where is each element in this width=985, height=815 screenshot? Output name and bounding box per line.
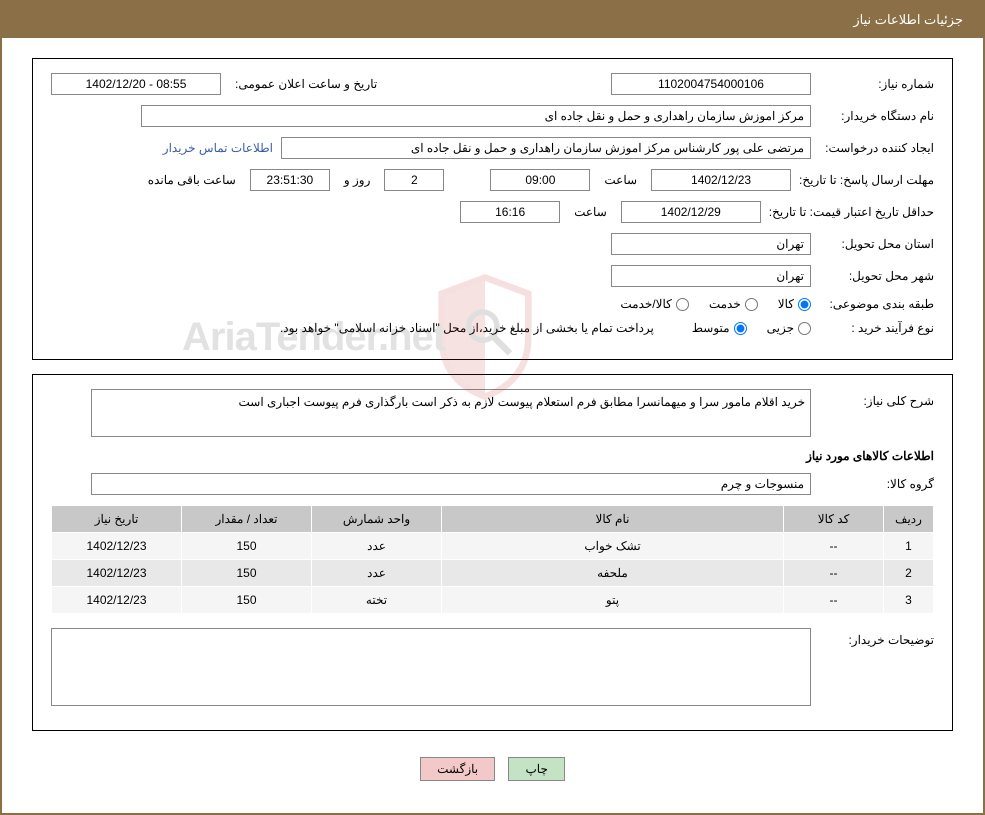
deadline-date-field[interactable] bbox=[651, 169, 791, 191]
validity-label: حداقل تاریخ اعتبار قیمت: تا تاریخ: bbox=[769, 205, 934, 219]
table-cell-qty: 150 bbox=[182, 533, 312, 560]
city-field[interactable] bbox=[611, 265, 811, 287]
subject-service-radio[interactable]: خدمت bbox=[709, 297, 758, 311]
province-field[interactable] bbox=[611, 233, 811, 255]
table-cell-code: -- bbox=[784, 560, 884, 587]
summary-label: شرح کلی نیاز: bbox=[819, 389, 934, 408]
remaining-label: ساعت باقی مانده bbox=[148, 173, 236, 187]
th-row: ردیف bbox=[884, 506, 934, 533]
goods-section: شرح کلی نیاز: اطلاعات کالاهای مورد نیاز … bbox=[32, 374, 953, 731]
subject-goods-input[interactable] bbox=[798, 298, 811, 311]
buyer-desc-field[interactable] bbox=[51, 628, 811, 706]
purchase-note: پرداخت تمام یا بخشی از مبلغ خرید،از محل … bbox=[280, 321, 654, 335]
th-code: کد کالا bbox=[784, 506, 884, 533]
need-number-label: شماره نیاز: bbox=[819, 77, 934, 91]
purchase-partial-label: جزیی bbox=[767, 321, 794, 335]
table-cell-row: 3 bbox=[884, 587, 934, 614]
need-info-section: شماره نیاز: تاریخ و ساعت اعلان عمومی: نا… bbox=[32, 58, 953, 360]
subject-goods-service-input[interactable] bbox=[676, 298, 689, 311]
goods-info-title: اطلاعات کالاهای مورد نیاز bbox=[51, 449, 934, 463]
validity-time-field[interactable] bbox=[460, 201, 560, 223]
table-cell-row: 2 bbox=[884, 560, 934, 587]
table-cell-code: -- bbox=[784, 533, 884, 560]
table-cell-qty: 150 bbox=[182, 560, 312, 587]
time-label-2: ساعت bbox=[574, 205, 607, 219]
table-cell-code: -- bbox=[784, 587, 884, 614]
buyer-org-field[interactable] bbox=[141, 105, 811, 127]
announce-datetime-field[interactable] bbox=[51, 73, 221, 95]
table-cell-unit: عدد bbox=[312, 560, 442, 587]
announce-label: تاریخ و ساعت اعلان عمومی: bbox=[235, 77, 377, 91]
requester-field[interactable] bbox=[281, 137, 811, 159]
remaining-days-field[interactable] bbox=[384, 169, 444, 191]
summary-field[interactable] bbox=[91, 389, 811, 437]
purchase-partial-radio[interactable]: جزیی bbox=[767, 321, 811, 335]
buyer-desc-label: توضیحات خریدار: bbox=[819, 628, 934, 647]
th-unit: واحد شمارش bbox=[312, 506, 442, 533]
table-row: 2--ملحفهعدد1501402/12/23 bbox=[52, 560, 934, 587]
purchase-medium-label: متوسط bbox=[692, 321, 730, 335]
table-cell-name: پتو bbox=[442, 587, 784, 614]
th-qty: تعداد / مقدار bbox=[182, 506, 312, 533]
province-label: استان محل تحویل: bbox=[819, 237, 934, 251]
buyer-contact-link[interactable]: اطلاعات تماس خریدار bbox=[163, 141, 273, 155]
city-label: شهر محل تحویل: bbox=[819, 269, 934, 283]
page-title: جزئیات اطلاعات نیاز bbox=[2, 2, 983, 38]
validity-date-field[interactable] bbox=[621, 201, 761, 223]
deadline-time-field[interactable] bbox=[490, 169, 590, 191]
table-cell-date: 1402/12/23 bbox=[52, 560, 182, 587]
buyer-org-label: نام دستگاه خریدار: bbox=[819, 109, 934, 123]
goods-group-label: گروه کالا: bbox=[819, 477, 934, 491]
table-row: 3--پتوتخته1501402/12/23 bbox=[52, 587, 934, 614]
requester-label: ایجاد کننده درخواست: bbox=[819, 141, 934, 155]
table-cell-unit: عدد bbox=[312, 533, 442, 560]
goods-group-field[interactable] bbox=[91, 473, 811, 495]
table-cell-name: ملحفه bbox=[442, 560, 784, 587]
print-button[interactable]: چاپ bbox=[508, 757, 564, 781]
subject-goods-service-label: کالا/خدمت bbox=[620, 297, 671, 311]
purchase-medium-input[interactable] bbox=[734, 322, 747, 335]
days-label: روز و bbox=[344, 173, 371, 187]
purchase-type-label: نوع فرآیند خرید : bbox=[819, 321, 934, 335]
subject-goods-radio[interactable]: کالا bbox=[778, 297, 811, 311]
back-button[interactable]: بازگشت bbox=[420, 757, 495, 781]
purchase-medium-radio[interactable]: متوسط bbox=[692, 321, 747, 335]
deadline-label: مهلت ارسال پاسخ: تا تاریخ: bbox=[799, 173, 934, 187]
table-cell-date: 1402/12/23 bbox=[52, 533, 182, 560]
th-date: تاریخ نیاز bbox=[52, 506, 182, 533]
table-row: 1--تشک خوابعدد1501402/12/23 bbox=[52, 533, 934, 560]
table-cell-name: تشک خواب bbox=[442, 533, 784, 560]
subject-service-input[interactable] bbox=[745, 298, 758, 311]
table-cell-date: 1402/12/23 bbox=[52, 587, 182, 614]
need-number-field[interactable] bbox=[611, 73, 811, 95]
table-cell-qty: 150 bbox=[182, 587, 312, 614]
subject-goods-service-radio[interactable]: کالا/خدمت bbox=[620, 297, 688, 311]
subject-goods-label: کالا bbox=[778, 297, 794, 311]
goods-table: ردیف کد کالا نام کالا واحد شمارش تعداد /… bbox=[51, 505, 934, 614]
subject-service-label: خدمت bbox=[709, 297, 741, 311]
table-cell-row: 1 bbox=[884, 533, 934, 560]
purchase-partial-input[interactable] bbox=[798, 322, 811, 335]
th-name: نام کالا bbox=[442, 506, 784, 533]
remaining-time-field[interactable] bbox=[250, 169, 330, 191]
table-cell-unit: تخته bbox=[312, 587, 442, 614]
time-label-1: ساعت bbox=[604, 173, 637, 187]
subject-class-label: طبقه بندی موضوعی: bbox=[819, 297, 934, 311]
